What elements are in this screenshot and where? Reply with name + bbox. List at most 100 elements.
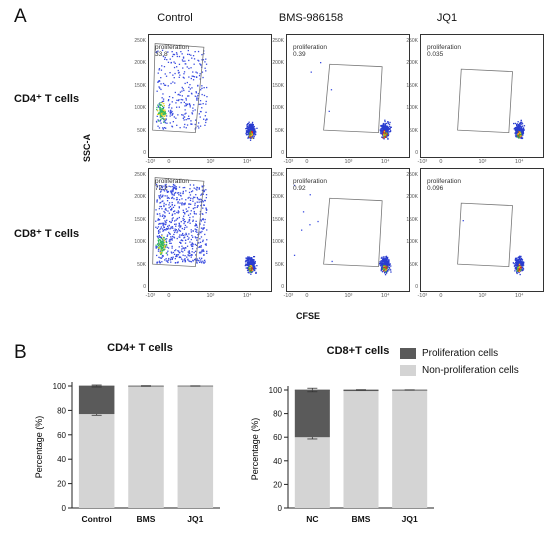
gate-polygon — [152, 43, 205, 134]
y-tick-label: 200K — [406, 194, 418, 201]
gate-name: proliferation — [155, 44, 189, 51]
x-tick-label: 10⁴ — [381, 159, 390, 165]
gate-value: 33.8 — [155, 51, 168, 59]
y-tick-label: 150K — [272, 216, 284, 223]
gate-name: proliferation — [293, 44, 327, 51]
x-tick-label: 0 — [439, 293, 443, 299]
flow-plot-r0-c0: proliferation 33.8 — [148, 34, 272, 158]
y-tick-label: 100K — [134, 105, 146, 112]
gate-value: 0.92 — [293, 185, 306, 193]
gate-name: proliferation — [427, 44, 461, 51]
x-tick-label: 10³ — [344, 159, 353, 165]
x-tick-label: 0 — [167, 159, 171, 165]
y-tick-label: 40 — [273, 457, 282, 466]
y-tick-label: 50K — [275, 127, 284, 134]
y-tick-label: 200K — [406, 60, 418, 67]
bar-segment — [128, 386, 164, 508]
flow-scatter — [457, 202, 525, 276]
y-tick-label: 100 — [269, 386, 283, 395]
flow-scatter — [152, 177, 258, 275]
bar-segment — [78, 386, 115, 415]
x-tick-label: 10³ — [478, 293, 487, 299]
row-title-cd4: CD4⁺ T cells — [14, 93, 80, 105]
y-tick-label: 80 — [57, 406, 66, 415]
gate-label: proliferation 33.8 — [155, 44, 189, 59]
row-title-cd8: CD8⁺ T cells — [14, 228, 80, 240]
x-tick-label: -10³ — [417, 293, 428, 299]
x-tick-label: BMS — [352, 514, 371, 524]
x-tick-label: -10³ — [145, 159, 156, 165]
y-tick-label: 150K — [406, 82, 418, 89]
y-tick-label: 20 — [57, 480, 66, 489]
gate-value: 72.2 — [155, 185, 168, 193]
x-tick-label: NC — [306, 514, 318, 524]
x-tick-label: 0 — [439, 159, 443, 165]
column-title-bms: BMS-986158 — [278, 12, 344, 24]
y-tick-label: 200K — [134, 60, 146, 67]
y-tick-label: 0 — [143, 284, 146, 290]
flow-plot-r0-c1: proliferation 0.39 — [286, 34, 410, 158]
x-tick-label: 10³ — [478, 159, 487, 165]
y-tick-label: 0 — [62, 504, 67, 513]
x-tick-label: -10³ — [283, 159, 294, 165]
x-tick-label: -10³ — [283, 293, 294, 299]
x-tick-label: Control — [82, 514, 112, 524]
y-tick-label: 250K — [134, 172, 146, 178]
bar-segment — [343, 391, 379, 508]
y-tick-label: 100 — [53, 382, 67, 391]
y-tick-label: 250K — [272, 38, 284, 44]
y-tick-label: 200K — [272, 194, 284, 201]
y-tick-label: 50K — [137, 261, 146, 268]
gate-name: proliferation — [427, 178, 461, 185]
x-tick-label: 10⁴ — [381, 293, 390, 299]
bar-segment — [294, 437, 330, 508]
y-tick-label: 150K — [272, 82, 284, 89]
flow-plot-r1-c1: proliferation 0.92 — [286, 168, 410, 292]
panel-a-letter: A — [14, 6, 27, 27]
legend-swatch-non-proliferation — [400, 365, 416, 376]
y-tick-label: 80 — [273, 410, 282, 419]
gate-label: proliferation 0.096 — [427, 178, 461, 193]
x-tick-label: 10⁴ — [243, 159, 252, 165]
y-tick-label: 40 — [57, 455, 66, 464]
gate-polygon — [323, 63, 383, 134]
flow-plot-r1-c0: proliferation 72.2 — [148, 168, 272, 292]
flow-scatter — [152, 43, 258, 141]
gate-polygon — [457, 68, 513, 134]
bar-segment — [392, 390, 428, 508]
legend-label-non-proliferation: Non-proliferation cells — [422, 365, 519, 376]
y-axis-label-ssc: SSC-A — [82, 133, 92, 162]
y-tick-label: 60 — [57, 431, 66, 440]
bar-segment — [343, 390, 379, 392]
x-tick-label: -10³ — [417, 159, 428, 165]
y-tick-label: 250K — [134, 38, 146, 44]
gate-polygon — [323, 197, 383, 268]
flow-plot-r1-c2: proliferation 0.096 — [420, 168, 544, 292]
x-tick-label: -10³ — [145, 293, 156, 299]
gate-name: proliferation — [293, 178, 327, 185]
y-tick-label: 100K — [272, 239, 284, 246]
gate-name: proliferation — [155, 178, 189, 185]
x-tick-label: 10³ — [206, 159, 215, 165]
legend-swatch-proliferation — [400, 348, 416, 359]
y-tick-label: 50K — [137, 127, 146, 134]
flow-scatter — [457, 68, 526, 140]
y-axis-title: Percentage (%) — [34, 416, 44, 479]
column-title-control: Control — [157, 12, 193, 24]
bar-segment — [392, 390, 428, 391]
x-tick-label: 10³ — [206, 293, 215, 299]
bar-segment — [294, 390, 330, 438]
gate-polygon — [152, 177, 205, 268]
y-tick-label: 200K — [272, 60, 284, 67]
x-tick-label: 10⁴ — [243, 293, 252, 299]
y-tick-label: 150K — [134, 216, 146, 223]
y-tick-label: 150K — [406, 216, 418, 223]
x-axis-label-cfse: CFSE — [296, 311, 321, 321]
legend-non-proliferation: Non-proliferation cells — [400, 365, 519, 376]
x-tick-label: 10⁴ — [515, 293, 524, 299]
y-axis-title: Percentage (%) — [250, 418, 260, 481]
x-tick-label: 0 — [305, 159, 309, 165]
y-tick-label: 150K — [134, 82, 146, 89]
y-tick-label: 50K — [409, 261, 418, 268]
gate-label: proliferation 0.39 — [293, 44, 327, 59]
